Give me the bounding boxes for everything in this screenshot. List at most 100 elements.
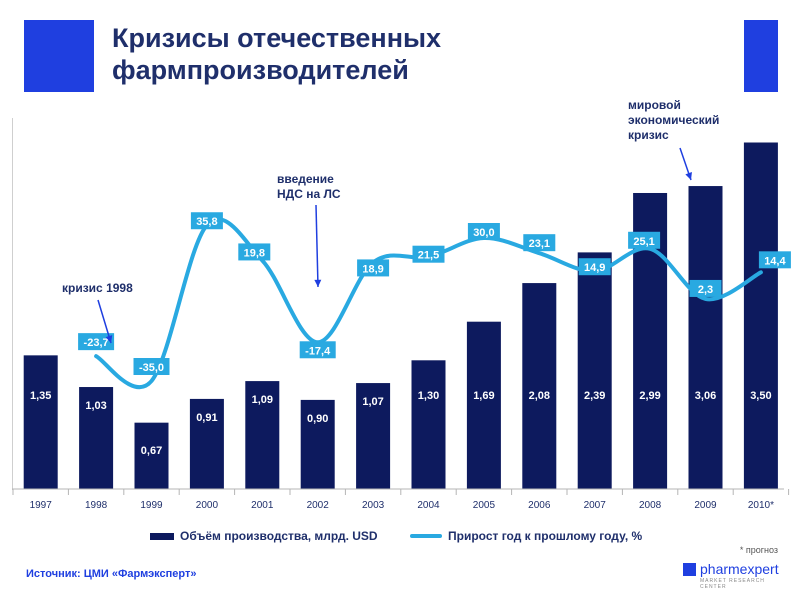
bar-2001 <box>245 381 280 489</box>
arrow-crisis-1998 <box>97 299 112 344</box>
line-label-box-2007 <box>578 258 611 276</box>
line-label-2005: 30,0 <box>473 227 494 239</box>
line-label-box-1999 <box>133 358 170 375</box>
legend-bar-swatch <box>150 532 174 540</box>
pharmexpert-logo: pharmexpert MARKET RESEARCH CENTER <box>683 561 788 590</box>
left-rule <box>12 118 13 490</box>
arrow-crisis-1998-head <box>105 335 113 343</box>
bar-2002 <box>300 399 335 489</box>
annotation-world-line3: кризис <box>628 128 669 142</box>
bar-label-2005: 1,69 <box>473 390 494 402</box>
decor-square-right <box>744 20 778 92</box>
x-tick-label-2008: 2008 <box>639 500 662 511</box>
bar-1999 <box>134 422 169 489</box>
bar-label-2004: 1,30 <box>418 390 439 402</box>
line-label-box-2009 <box>689 279 722 297</box>
bar-2004 <box>411 360 446 489</box>
logo-subtitle: MARKET RESEARCH CENTER <box>700 578 765 590</box>
line-label-box-2002 <box>299 341 336 359</box>
x-tick-label-2004: 2004 <box>417 500 440 511</box>
legend-line-label: Прирост год к прошлому году, % <box>448 529 643 543</box>
bars-group: 1,35 1,03 0,67 0,91 1,09 0,90 1,07 1,30 1,69 2,08… <box>23 142 778 490</box>
bar-2005 <box>466 321 501 489</box>
x-tick-label-2001: 2001 <box>251 500 274 511</box>
x-tick-label-2005: 2005 <box>473 500 496 511</box>
bar-2000 <box>189 398 224 489</box>
line-label-2000: 35,8 <box>196 216 217 228</box>
logo-name: pharmexpert <box>700 561 779 577</box>
annotation-vat: введение НДС на ЛС <box>277 172 341 202</box>
line-group: -23,7 -35,0 35,8 19,8 -17,4 18,9 21,5 30,0 23,1 1… <box>78 212 791 390</box>
x-tick-label-2000: 2000 <box>196 500 219 511</box>
bar-2009 <box>688 186 723 489</box>
bar-label-2008: 2,99 <box>639 390 660 402</box>
line-label-box-2000 <box>190 212 223 230</box>
annotation-world-crisis: мировой экономический кризис <box>628 98 719 143</box>
line-label-box-2001 <box>238 243 271 261</box>
title-line-1: Кризисы отечественных <box>112 23 442 53</box>
arrow-vat <box>315 204 319 288</box>
annotation-vat-line1: введение <box>277 172 334 186</box>
line-label-2008: 25,1 <box>633 236 654 248</box>
line-label-2009: 2,3 <box>698 284 713 296</box>
bar-label-2000: 0,91 <box>196 412 217 424</box>
line-label-box-2008 <box>628 231 661 249</box>
legend-bar-label: Объём производства, млрд. USD <box>180 529 378 543</box>
line-label-2003: 18,9 <box>362 263 383 275</box>
x-tick-label-2009: 2009 <box>694 500 717 511</box>
bar-label-1997: 1,35 <box>30 390 51 402</box>
bar-2007 <box>577 252 612 489</box>
line-label-2010*: 14,4 <box>764 255 786 267</box>
line-label-box-2004 <box>412 245 445 263</box>
bar-label-1998: 1,03 <box>85 400 106 412</box>
line-label-box-2010* <box>758 251 791 269</box>
arrow-vat-head <box>314 279 322 287</box>
logo-mark-icon <box>683 563 696 576</box>
annotation-crisis-1998: кризис 1998 <box>62 281 133 296</box>
line-label-box-1998 <box>78 333 115 351</box>
bar-label-2006: 2,08 <box>529 390 550 402</box>
bar-label-1999: 0,67 <box>141 445 162 457</box>
x-tick-label-2002: 2002 <box>307 500 330 511</box>
legend-line-swatch <box>410 534 442 538</box>
bar-1997 <box>23 355 58 489</box>
page-title: Кризисы отечественных фармпроизводителей <box>112 22 712 86</box>
source-note: Источник: ЦМИ «Фармэксперт» <box>26 568 197 580</box>
line-label-box-2006 <box>523 234 556 252</box>
line-label-1999: -35,0 <box>139 362 164 374</box>
bar-label-2003: 1,07 <box>362 396 383 408</box>
bar-2006 <box>522 283 557 489</box>
bar-label-2009: 3,06 <box>695 390 716 402</box>
x-axis: 1997 1998 1999 2000 2001 2002 2003 2004 2005 2006… <box>12 488 790 511</box>
x-tick-label-2007: 2007 <box>584 500 607 511</box>
bar-label-2007: 2,39 <box>584 390 605 402</box>
legend-line: Прирост год к прошлому году, % <box>410 529 642 543</box>
bar-1998 <box>79 387 114 489</box>
annotation-world-line2: экономический <box>628 113 720 127</box>
footnote: * прогноз <box>739 545 778 555</box>
legend-bars: Объём производства, млрд. USD <box>150 529 378 543</box>
line-label-2006: 23,1 <box>529 238 550 250</box>
bar-label-2002: 0,90 <box>307 413 328 425</box>
x-tick-label-1999: 1999 <box>140 500 163 511</box>
decor-square-left <box>24 20 94 92</box>
line-label-1998: -23,7 <box>84 337 109 349</box>
x-tick-label-2006: 2006 <box>528 500 551 511</box>
annotation-crisis-1998-text: кризис 1998 <box>62 281 133 295</box>
line-label-2007: 14,9 <box>584 262 605 274</box>
bar-label-2010*: 3,50 <box>750 390 771 402</box>
line-label-2004: 21,5 <box>418 250 439 262</box>
arrow-world-crisis-head <box>685 172 692 180</box>
annotation-vat-line2: НДС на ЛС <box>277 187 341 201</box>
line-label-2001: 19,8 <box>244 247 265 259</box>
x-tick-label-2003: 2003 <box>362 500 385 511</box>
annotation-world-line1: мировой <box>628 98 681 112</box>
x-tick-label-2010*: 2010* <box>748 500 774 511</box>
bar-2003 <box>356 383 391 489</box>
title-line-2: фармпроизводителей <box>112 55 409 85</box>
line-label-box-2003 <box>357 259 390 277</box>
line-label-box-2005 <box>467 223 500 240</box>
line-label-2002: -17,4 <box>305 345 331 357</box>
bar-2010* <box>743 142 778 489</box>
